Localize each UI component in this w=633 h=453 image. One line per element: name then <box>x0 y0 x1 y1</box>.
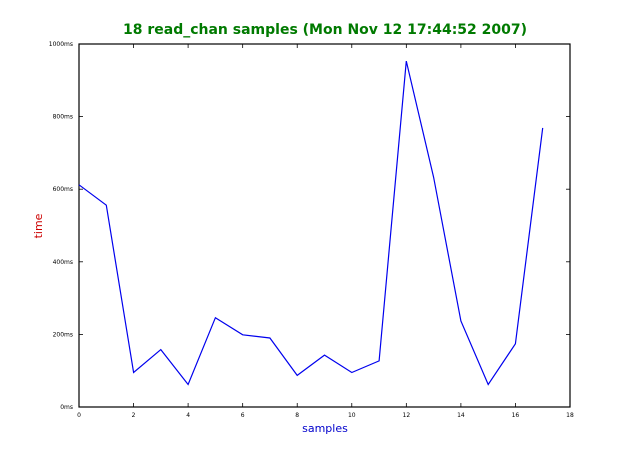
y-tick-label: 400ms <box>53 259 73 266</box>
series-line <box>78 60 544 386</box>
x-tick-label: 10 <box>348 412 356 419</box>
x-tick-label: 14 <box>457 412 465 419</box>
x-tick-label: 16 <box>512 412 520 419</box>
plot-area <box>78 43 571 408</box>
x-tick-label: 8 <box>295 412 299 419</box>
x-tick-label: 12 <box>403 412 411 419</box>
y-tick-label: 800ms <box>53 114 73 121</box>
x-axis-label: samples <box>302 422 348 435</box>
y-tick-label: 200ms <box>53 331 73 338</box>
chart-title: 18 read_chan samples (Mon Nov 12 17:44:5… <box>123 22 527 38</box>
y-tick-label: 0ms <box>60 404 73 411</box>
y-tick-label: 600ms <box>53 186 73 193</box>
x-tick-label: 0 <box>77 412 81 419</box>
x-tick-label: 6 <box>241 412 245 419</box>
x-tick-label: 4 <box>186 412 190 419</box>
x-tick-label: 18 <box>566 412 574 419</box>
y-tick-label: 1000ms <box>49 41 73 48</box>
y-axis-label: time <box>32 213 45 238</box>
x-tick-label: 2 <box>132 412 136 419</box>
ticks: 0 2 4 6 8 10 12 14 16 18 0ms 200ms 400ms 600ms 800ms 10… <box>49 41 574 419</box>
